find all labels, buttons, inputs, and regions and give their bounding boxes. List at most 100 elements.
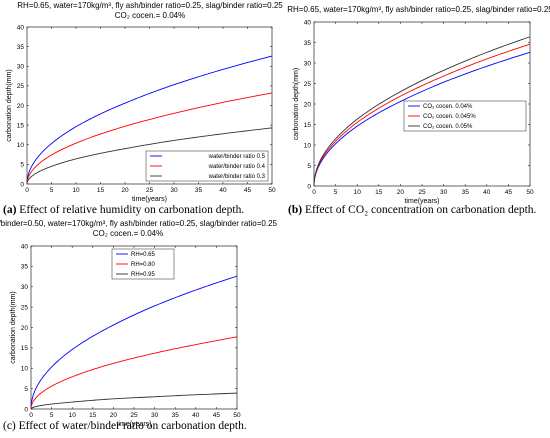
y-tick-label: 5: [24, 386, 28, 393]
series-line-3: [26, 127, 273, 185]
caption-c: (c) Effect of water/binder ratio on carb…: [3, 420, 247, 432]
legend-label-1: RH=0.65: [131, 252, 156, 258]
chart-c-title-line: water/binder=0.50, water=170kg/m³, fly a…: [0, 219, 278, 228]
y-tick-label: 30: [304, 60, 312, 67]
y-tick-label: 20: [304, 101, 312, 108]
x-tick-label: 10: [72, 187, 80, 194]
x-tick-label: 40: [192, 412, 200, 419]
y-tick-label: 20: [17, 103, 25, 110]
series-line-1: [26, 55, 273, 185]
y-tick-label: 10: [17, 142, 25, 149]
chart-c-title-line: CO₂ cocen.= 0.04%: [93, 229, 163, 238]
x-tick-label: 15: [375, 189, 383, 196]
y-tick-label: 15: [17, 122, 25, 129]
x-tick-label: 10: [69, 412, 77, 419]
x-tick-label: 20: [121, 187, 129, 194]
y-tick-label: 15: [304, 122, 312, 129]
x-tick-label: 45: [244, 187, 252, 194]
x-tick-label: 30: [151, 412, 159, 419]
chart-a-title-line: CO₂ cocen.= 0.04%: [115, 11, 185, 20]
series-line-1: [30, 275, 238, 410]
chart-c: water/binder=0.50, water=170kg/m³, fly a…: [0, 219, 278, 428]
caption-b-label: (b): [288, 204, 303, 216]
series-line-3: [30, 392, 238, 410]
x-tick-label: 0: [25, 187, 29, 194]
x-axis-label: time(years): [116, 421, 151, 428]
y-tick-label: 25: [17, 83, 25, 90]
x-tick-label: 15: [97, 187, 105, 194]
y-tick-label: 10: [21, 366, 29, 373]
legend-label-3: RH=0.95: [131, 272, 156, 278]
x-tick-label: 25: [418, 189, 426, 196]
x-tick-label: 40: [483, 189, 491, 196]
x-axis-label: time(years): [404, 198, 439, 205]
x-tick-label: 30: [440, 189, 448, 196]
y-tick-label: 40: [304, 19, 312, 26]
x-tick-label: 45: [213, 412, 221, 419]
y-tick-label: 0: [24, 406, 28, 413]
y-tick-label: 35: [21, 264, 29, 271]
chart-a: RH=0.65, water=170kg/m³, fly ash/binder …: [6, 1, 283, 203]
x-tick-label: 0: [312, 189, 316, 196]
x-tick-label: 15: [89, 412, 97, 419]
chart-b-title-line: RH=0.65, water=170kg/m³, fly ash/binder …: [287, 5, 550, 14]
y-tick-label: 0: [20, 181, 24, 188]
y-axis-label: carbonation depth(mm): [293, 68, 300, 140]
x-tick-label: 40: [219, 187, 227, 194]
y-axis-label: carbonation depth(mm): [6, 69, 13, 141]
caption-a-label: (a): [3, 204, 17, 216]
y-tick-label: 10: [304, 142, 312, 149]
x-tick-label: 30: [170, 187, 178, 194]
chart-a-legend: water/binder ratio 0.5 water/binder ratio…: [145, 150, 269, 182]
x-tick-label: 35: [462, 189, 470, 196]
x-tick-label: 5: [334, 189, 338, 196]
series-line-2: [26, 92, 273, 185]
x-tick-label: 5: [50, 412, 54, 419]
chart-b-legend: CO₂ cocen. 0.04% CO₂ cocen. 0.045% CO₂ coc…: [403, 100, 527, 132]
x-tick-label: 25: [146, 187, 154, 194]
legend-label-3: CO₂ cocen. 0.05%: [423, 124, 473, 130]
y-tick-label: 5: [307, 163, 311, 170]
caption-a: (a) Effect of relative humidity on carbo…: [3, 204, 244, 216]
y-tick-label: 15: [21, 345, 29, 352]
x-tick-label: 45: [505, 189, 513, 196]
legend-box: [403, 100, 527, 132]
series-line-1: [313, 51, 531, 187]
x-tick-label: 50: [233, 412, 241, 419]
x-axis-label: time(years): [132, 196, 167, 203]
y-tick-label: 5: [20, 162, 24, 169]
caption-c-text: Effect of water/binder ratio on carbonat…: [15, 420, 247, 432]
series-line-2: [313, 43, 531, 187]
x-tick-label: 35: [195, 187, 203, 194]
series-line-2: [30, 336, 238, 410]
x-tick-label: 25: [130, 412, 138, 419]
y-tick-label: 30: [21, 284, 29, 291]
legend-label-2: water/binder ratio 0.4: [208, 164, 266, 170]
caption-a-text: Effect of relative humidity on carbonati…: [16, 204, 245, 216]
legend-label-3: water/binder ratio 0.3: [208, 174, 266, 180]
chart-b: RH=0.65, water=170kg/m³, fly ash/binder …: [287, 5, 550, 205]
y-tick-label: 35: [17, 44, 25, 51]
y-tick-label: 40: [21, 243, 29, 250]
y-tick-label: 30: [17, 64, 25, 71]
y-tick-label: 40: [17, 24, 25, 31]
caption-c-label: (c): [3, 420, 16, 432]
y-axis-label: carbonation depth(mm): [10, 291, 17, 363]
x-tick-label: 50: [526, 189, 534, 196]
y-tick-label: 20: [21, 325, 29, 332]
legend-box: [145, 150, 269, 182]
x-tick-label: 10: [354, 189, 362, 196]
legend-label-2: RH=0.80: [131, 262, 156, 268]
chart-c-legend: RH=0.65 RH=0.80 RH=0.95: [111, 248, 175, 280]
caption-b: (b) Effect of CO₂ concentration on carbo…: [288, 204, 536, 216]
y-tick-label: 0: [307, 183, 311, 190]
x-tick-label: 35: [172, 412, 180, 419]
x-tick-label: 50: [268, 187, 276, 194]
legend-label-1: CO₂ cocen. 0.04%: [423, 104, 473, 110]
y-tick-label: 25: [304, 81, 312, 88]
x-tick-label: 0: [29, 412, 33, 419]
x-tick-label: 5: [50, 187, 54, 194]
x-tick-label: 20: [397, 189, 405, 196]
y-tick-label: 35: [304, 40, 312, 47]
